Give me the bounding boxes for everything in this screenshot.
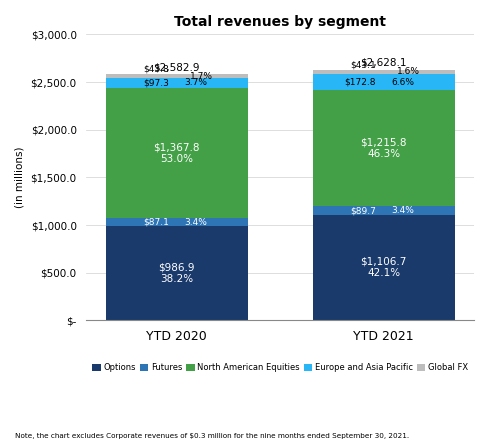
Text: 42.1%: 42.1% <box>366 268 399 279</box>
Text: $2,582.9: $2,582.9 <box>153 62 200 72</box>
Title: Total revenues by segment: Total revenues by segment <box>174 15 386 29</box>
Legend: Options, Futures, North American Equities, Europe and Asia Pacific, Global FX: Options, Futures, North American Equitie… <box>91 362 468 374</box>
Text: $2,628.1: $2,628.1 <box>360 58 406 68</box>
Text: 38.2%: 38.2% <box>160 274 193 284</box>
Text: 6.6%: 6.6% <box>390 77 413 87</box>
Text: Note, the chart excludes Corporate revenues of $0.3 million for the nine months : Note, the chart excludes Corporate reven… <box>15 433 408 439</box>
Text: $87.1: $87.1 <box>143 218 169 227</box>
Text: 3.4%: 3.4% <box>390 206 413 215</box>
Text: $172.8: $172.8 <box>344 77 375 87</box>
Bar <box>312 74 454 90</box>
Bar <box>105 226 247 320</box>
Text: $43.8: $43.8 <box>143 64 169 73</box>
Text: 3.4%: 3.4% <box>184 218 207 227</box>
Bar <box>105 88 247 218</box>
Bar <box>312 206 454 215</box>
Bar <box>312 90 454 206</box>
Text: 53.0%: 53.0% <box>160 154 193 164</box>
Y-axis label: (in millions): (in millions) <box>15 147 25 208</box>
Text: $986.9: $986.9 <box>158 263 195 273</box>
Text: $1,106.7: $1,106.7 <box>360 257 406 267</box>
Text: $1,367.8: $1,367.8 <box>153 142 200 152</box>
Text: $1,215.8: $1,215.8 <box>360 138 406 147</box>
Bar <box>105 218 247 226</box>
Bar <box>312 215 454 320</box>
Text: $97.3: $97.3 <box>143 78 169 88</box>
Bar <box>105 78 247 88</box>
Text: $89.7: $89.7 <box>349 206 375 215</box>
Text: 1.6%: 1.6% <box>396 67 419 77</box>
Text: 3.7%: 3.7% <box>184 78 207 88</box>
Text: $43.1: $43.1 <box>349 60 375 69</box>
Bar <box>105 74 247 78</box>
Bar <box>312 70 454 74</box>
Text: 46.3%: 46.3% <box>366 149 399 159</box>
Text: 1.7%: 1.7% <box>189 72 212 81</box>
